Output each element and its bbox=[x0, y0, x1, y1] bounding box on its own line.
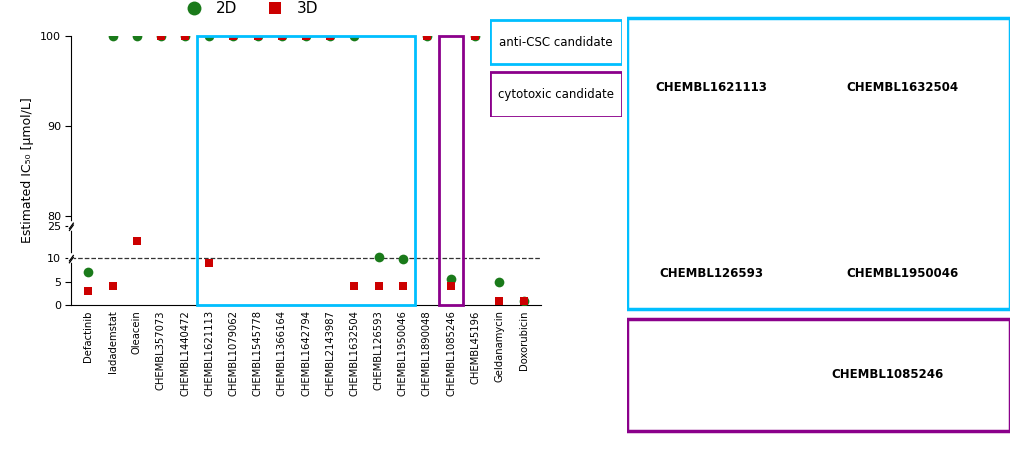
Text: cytotoxic candidate: cytotoxic candidate bbox=[497, 88, 613, 101]
Bar bbox=[438, 36, 463, 305]
Text: CHEMBL1085246: CHEMBL1085246 bbox=[830, 368, 943, 381]
Text: CHEMBL126593: CHEMBL126593 bbox=[659, 267, 762, 280]
Text: CHEMBL1621113: CHEMBL1621113 bbox=[655, 81, 766, 94]
Bar bbox=[627, 18, 1009, 309]
Bar bbox=[627, 320, 1009, 431]
Text: anti-CSC candidate: anti-CSC candidate bbox=[498, 35, 612, 48]
Y-axis label: Estimated IC₅₀ [μmol/L]: Estimated IC₅₀ [μmol/L] bbox=[21, 98, 35, 243]
Bar bbox=[489, 72, 622, 117]
Bar bbox=[197, 36, 415, 305]
Text: CHEMBL1950046: CHEMBL1950046 bbox=[846, 267, 958, 280]
Text: CHEMBL1632504: CHEMBL1632504 bbox=[846, 81, 958, 94]
Legend: 2D, 3D: 2D, 3D bbox=[172, 0, 324, 22]
Bar bbox=[489, 20, 622, 64]
